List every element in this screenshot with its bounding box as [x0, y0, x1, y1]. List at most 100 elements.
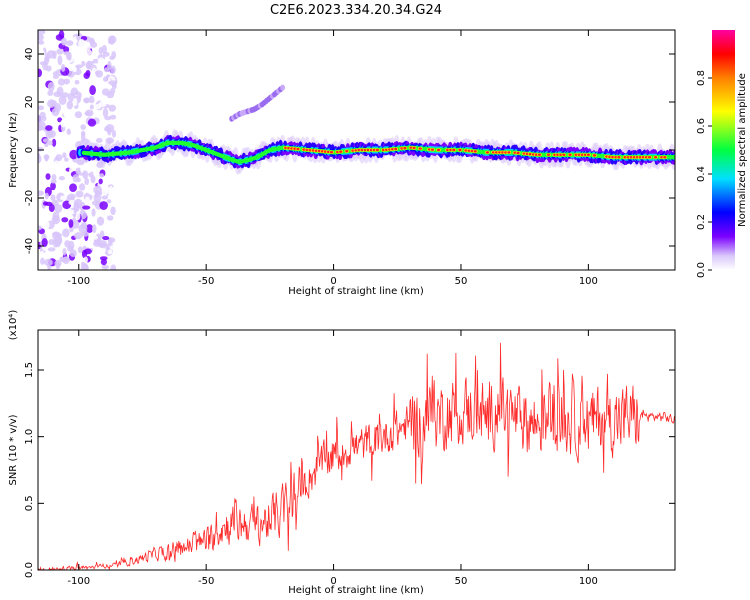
noise-blob [38, 154, 42, 164]
noise-blob [45, 128, 53, 139]
noise-blob [48, 140, 53, 146]
ridge-max [626, 156, 630, 159]
noise-blob [90, 175, 96, 184]
ridge-max [329, 151, 334, 154]
noise-blob [98, 101, 107, 108]
noise-blob [55, 154, 63, 162]
noise-blob [40, 257, 45, 265]
ridge-max [436, 148, 441, 152]
noise-blob [38, 147, 44, 152]
noise-blob [108, 185, 114, 194]
x-tick-label: 0 [330, 576, 336, 587]
noise-blob [60, 195, 67, 201]
noise-blob [100, 258, 107, 266]
ridge-max [562, 153, 566, 156]
noise-blob [68, 240, 75, 251]
colorbar-tick-label: 0.4 [696, 166, 707, 182]
ridge-max [363, 148, 367, 152]
noise-blob [99, 201, 108, 210]
noise-blob [107, 127, 112, 136]
noise-blob [108, 104, 116, 112]
noise-blob [69, 183, 77, 192]
noise-blob [81, 60, 86, 67]
y-tick-label: 0.0 [24, 562, 35, 578]
ridge-max [372, 148, 376, 152]
noise-blob [54, 102, 62, 113]
noise-blob [84, 177, 90, 186]
noise-blob [38, 34, 45, 41]
noise-blob [58, 175, 65, 181]
noise-blob [78, 39, 86, 49]
ridge-max [644, 156, 649, 159]
snr-panel: -100 -50 0 50 100 0.0 0.5 1.0 1.5 Height of stra… [8, 310, 676, 596]
noise-blob [54, 238, 61, 248]
snr-background [38, 330, 675, 570]
noise-blob [85, 224, 94, 234]
ridge-max [617, 156, 621, 159]
noise-blob [85, 49, 93, 60]
noise-blob [44, 125, 53, 131]
noise-blob [101, 195, 109, 200]
y-tick-label: 0.5 [24, 495, 35, 511]
ridge-max [498, 151, 502, 154]
noise-blob [65, 40, 74, 46]
noise-blob [81, 249, 88, 259]
spectrogram-marks [38, 30, 675, 270]
noise-blob [40, 250, 45, 258]
ridge-max [654, 156, 658, 159]
y-tick-label: 0 [24, 147, 35, 153]
ridge-max [357, 148, 361, 152]
noise-blob [38, 225, 42, 231]
ridge-max [446, 148, 450, 152]
noise-blob [111, 129, 117, 138]
noise-blob [47, 81, 55, 92]
ridge-max [369, 148, 373, 152]
spectrogram-panel: -100 -50 0 50 100 -40 -20 0 20 40 Height of strai… [8, 29, 676, 297]
noise-blob [83, 256, 88, 264]
noise-blob [84, 111, 92, 116]
noise-blob [76, 177, 81, 183]
noise-blob [77, 101, 87, 106]
y-tick-label: 40 [24, 48, 35, 61]
ridge-max [430, 148, 435, 151]
noise-blob [47, 90, 54, 97]
noise-blob [56, 86, 64, 96]
noise-blob [106, 91, 115, 99]
noise-blob [53, 61, 58, 71]
noise-blob [109, 55, 115, 61]
noise-blob [70, 124, 77, 134]
noise-blob [71, 219, 80, 229]
noise-blob [73, 201, 80, 212]
figure-title: C2E6.2023.334.20.34.G24 [270, 3, 442, 18]
noise-blob [102, 107, 109, 118]
noise-blob [68, 116, 76, 125]
ridge-max [360, 148, 364, 152]
noise-blob [105, 223, 112, 231]
noise-blob [72, 97, 78, 107]
noise-blob [84, 196, 90, 203]
ridge-max [663, 156, 667, 159]
noise-blob [91, 250, 99, 259]
noise-blob [66, 100, 74, 110]
noise-blob [110, 206, 116, 216]
noise-blob [89, 85, 96, 96]
noise-blob [38, 142, 42, 148]
noise-blob [83, 72, 90, 79]
noise-blob [65, 51, 71, 60]
noise-blob [44, 220, 50, 229]
noise-blob [108, 80, 117, 86]
colorbar-tick-label: 0.0 [696, 262, 707, 278]
noise-blob [99, 173, 105, 178]
noise-blob [95, 30, 105, 36]
noise-blob [72, 66, 77, 73]
noise-blob [86, 240, 94, 249]
noise-blob [50, 194, 56, 201]
ridge-max [641, 156, 646, 159]
ridge-max [556, 153, 560, 156]
spectrogram-ticks: -100 -50 0 50 100 -40 -20 0 20 40 [24, 30, 675, 287]
noise-blob [107, 39, 115, 45]
noise-blob [50, 182, 56, 191]
noise-blob [57, 78, 66, 86]
noise-blob [39, 61, 48, 66]
noise-blob [56, 48, 64, 55]
